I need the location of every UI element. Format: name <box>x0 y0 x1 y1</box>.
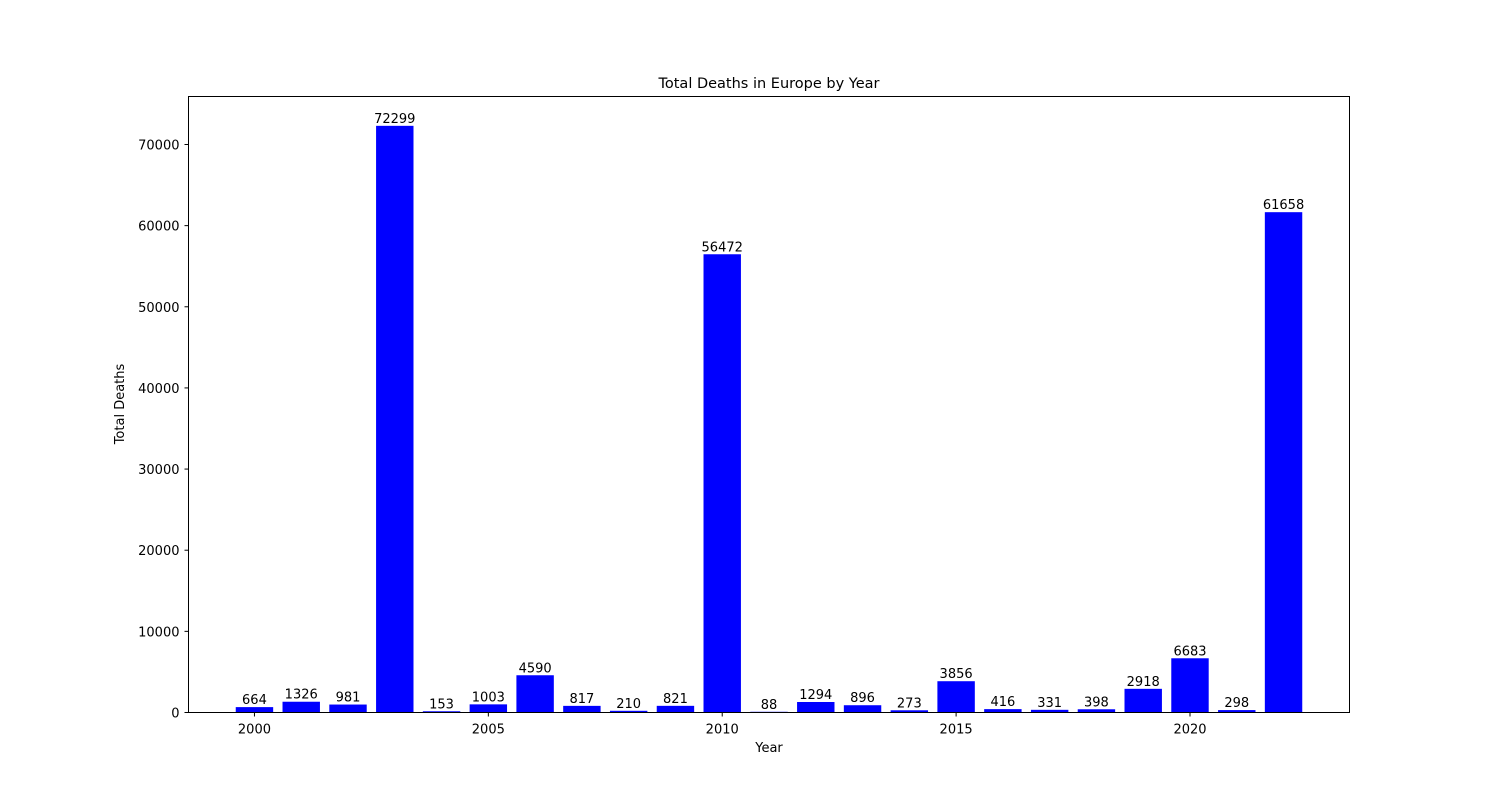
data-label-2009: 821 <box>663 692 688 707</box>
bars-group <box>235 125 1303 713</box>
bar-2004 <box>422 711 461 713</box>
bar-2014 <box>890 710 929 713</box>
data-label-2001: 1326 <box>285 688 318 703</box>
bar-2007 <box>563 705 601 713</box>
data-label-2000: 664 <box>242 693 267 708</box>
bar-2003 <box>376 125 414 713</box>
x-tick-label-2005: 2005 <box>472 723 505 738</box>
bar-2001 <box>282 701 320 713</box>
y-tick-label-60000: 60000 <box>138 220 179 235</box>
bar-2009 <box>656 705 695 713</box>
chart-title: Total Deaths in Europe by Year <box>657 76 879 92</box>
bar-2000 <box>235 707 274 713</box>
data-label-2020: 6683 <box>1173 644 1206 659</box>
x-axis-ticks: 2000 2005 2010 2015 2020 <box>238 712 1207 738</box>
bar-2018 <box>1077 709 1116 713</box>
bar-2016 <box>984 709 1022 713</box>
data-label-2002: 981 <box>336 691 361 706</box>
data-label-2016: 416 <box>990 695 1015 710</box>
data-label-2011: 88 <box>761 698 778 713</box>
data-label-2005: 1003 <box>472 690 505 705</box>
data-label-2014: 273 <box>897 696 922 711</box>
data-label-2017: 331 <box>1037 696 1062 711</box>
bar-2015 <box>937 681 975 713</box>
y-axis-label: Total Deaths <box>113 363 128 445</box>
data-label-2019: 2918 <box>1127 675 1160 690</box>
bar-2022 <box>1264 212 1303 713</box>
x-tick-label-2015: 2015 <box>940 723 973 738</box>
data-label-2010: 56472 <box>702 240 743 255</box>
data-label-2006: 4590 <box>519 661 552 676</box>
x-tick-label-2010: 2010 <box>706 723 739 738</box>
data-label-2007: 817 <box>569 692 594 707</box>
bar-2005 <box>469 704 508 713</box>
data-label-2013: 896 <box>850 691 875 706</box>
plot-frame <box>188 96 1350 713</box>
bar-2002 <box>329 704 367 713</box>
y-tick-label-50000: 50000 <box>138 301 179 316</box>
x-tick-label-2000: 2000 <box>238 723 271 738</box>
bar-2013 <box>843 705 882 713</box>
bar-2017 <box>1030 709 1069 713</box>
data-label-2022: 61658 <box>1263 198 1304 213</box>
bar-2010 <box>703 254 741 713</box>
bar-2021 <box>1218 710 1256 713</box>
data-label-2015: 3856 <box>940 667 973 682</box>
y-tick-label-30000: 30000 <box>138 463 179 478</box>
data-label-2003: 72299 <box>374 112 415 127</box>
y-tick-label-40000: 40000 <box>138 382 179 397</box>
x-tick-label-2020: 2020 <box>1173 723 1206 738</box>
y-axis-ticks: 0 10000 20000 30000 40000 50000 60000 70000 <box>138 138 189 722</box>
data-label-2008: 210 <box>616 697 641 712</box>
x-axis-label: Year <box>754 741 783 756</box>
y-tick-label-20000: 20000 <box>138 544 179 559</box>
bar-2008 <box>609 710 648 713</box>
data-label-2018: 398 <box>1084 695 1109 710</box>
bar-2006 <box>516 675 554 713</box>
bar-2019 <box>1124 688 1162 713</box>
y-tick-label-70000: 70000 <box>138 138 179 153</box>
bar-2020 <box>1171 658 1209 713</box>
data-labels-group: 664 1326 981 72299 153 1003 4590 817 210 821 56472… <box>242 112 1304 713</box>
data-label-2021: 298 <box>1224 696 1249 711</box>
bar-2012 <box>797 701 835 713</box>
y-tick-label-10000: 10000 <box>138 625 179 640</box>
data-label-2004: 153 <box>429 697 454 712</box>
y-tick-label-0: 0 <box>171 707 179 722</box>
data-label-2012: 1294 <box>799 688 832 703</box>
